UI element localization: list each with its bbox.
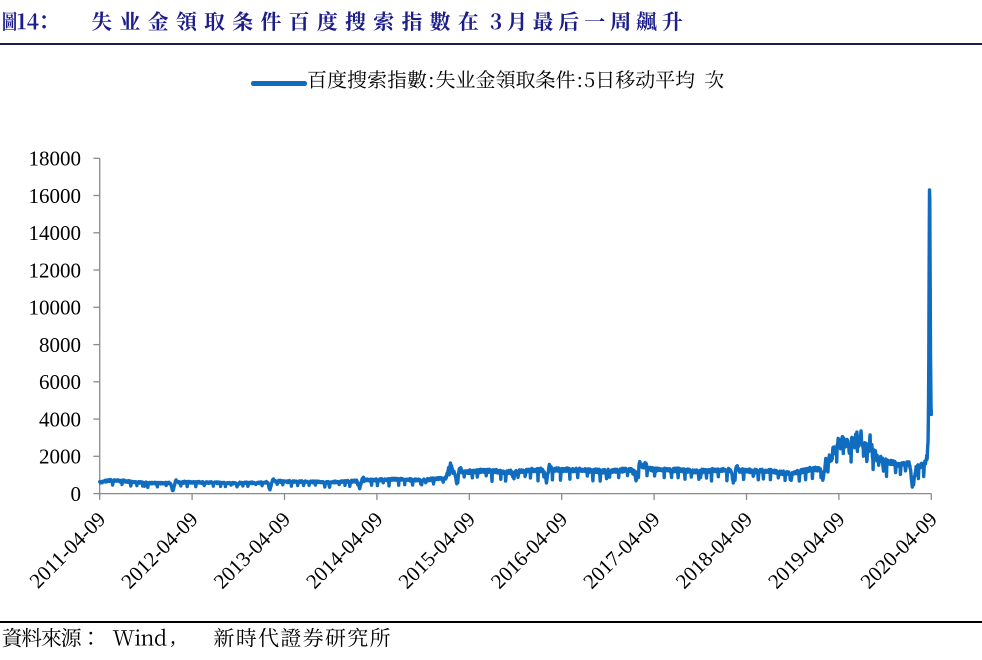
svg-text:2018-04-09: 2018-04-09 (671, 507, 757, 593)
svg-text:2014-04-09: 2014-04-09 (301, 507, 387, 593)
svg-text:2016-04-09: 2016-04-09 (486, 507, 572, 593)
svg-text:2000: 2000 (39, 445, 81, 469)
svg-text:16000: 16000 (29, 184, 82, 208)
svg-text:2017-04-09: 2017-04-09 (578, 507, 664, 593)
svg-text:0: 0 (71, 482, 82, 506)
svg-text:2011-04-09: 2011-04-09 (25, 507, 111, 593)
svg-text:12000: 12000 (29, 258, 82, 282)
svg-text:18000: 18000 (29, 147, 82, 171)
svg-text:2015-04-09: 2015-04-09 (394, 507, 480, 593)
svg-text:2013-04-09: 2013-04-09 (209, 507, 295, 593)
svg-text:2012-04-09: 2012-04-09 (116, 507, 202, 593)
svg-text:6000: 6000 (39, 370, 81, 394)
svg-text:8000: 8000 (39, 333, 81, 357)
svg-text:10000: 10000 (29, 296, 82, 320)
svg-text:2019-04-09: 2019-04-09 (763, 507, 849, 593)
svg-text:14000: 14000 (29, 221, 82, 245)
svg-text:4000: 4000 (39, 408, 81, 432)
svg-text:2020-04-09: 2020-04-09 (856, 507, 942, 593)
